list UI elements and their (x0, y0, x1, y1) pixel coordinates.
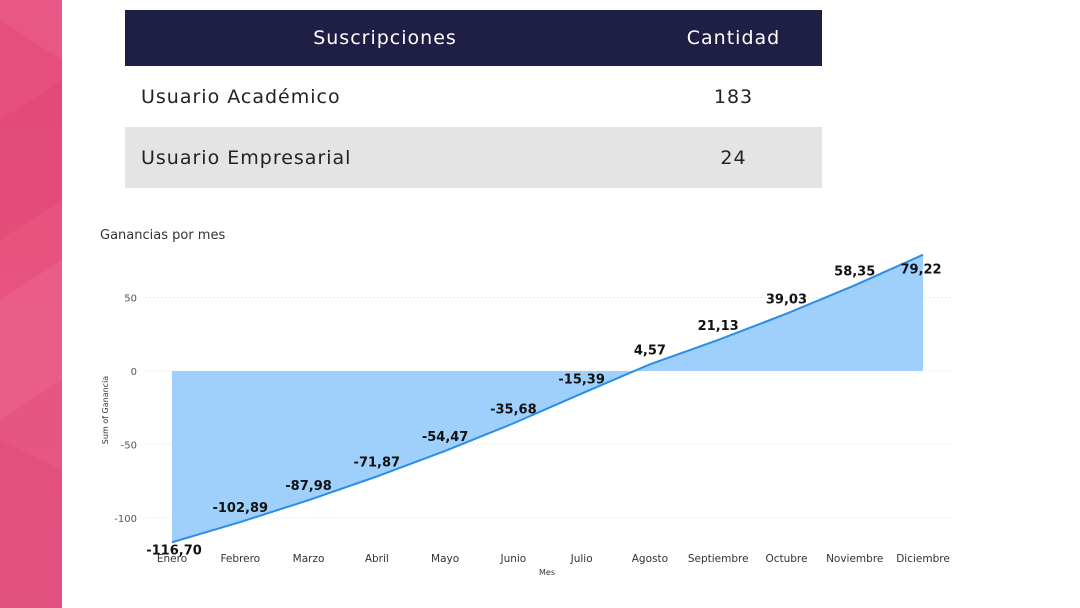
data-label: -87,98 (285, 479, 332, 494)
column-header-cantidad: Cantidad (645, 10, 822, 66)
x-tick-label: Mayo (431, 553, 459, 565)
row-value-cell: 24 (645, 127, 822, 188)
profit-area-chart: 50 0 -50 -100 Enero Febrero Marzo Abril Mayo Juni… (101, 253, 952, 577)
x-tick-label: Diciembre (896, 553, 950, 565)
row-name-cell: Usuario Empresarial (125, 127, 645, 188)
area-fill (172, 254, 923, 543)
decorative-side-strip (0, 0, 62, 608)
data-label: -116,70 (146, 543, 202, 558)
subscriptions-table: Suscripciones Cantidad Usuario Académico… (125, 10, 822, 188)
y-axis-title: Sum of Ganancia (101, 376, 110, 445)
data-label: 79,22 (900, 263, 941, 278)
data-label: 39,03 (766, 293, 807, 308)
table-row: Usuario Empresarial 24 (125, 127, 822, 188)
x-tick-label: Enero (157, 553, 187, 565)
table-row: Usuario Académico 183 (125, 66, 822, 127)
data-label: -54,47 (422, 430, 469, 445)
area-layer (171, 253, 924, 544)
row-value-cell: 183 (713, 85, 754, 108)
x-tick-label: Febrero (220, 553, 260, 565)
x-tick-label: Julio (570, 553, 593, 565)
data-label: 58,35 (834, 264, 875, 279)
tick-layer: 50 0 -50 -100 Enero Febrero Marzo Abril Mayo Juni… (114, 294, 950, 565)
data-label: 21,13 (698, 319, 739, 334)
data-label: -71,87 (354, 456, 401, 471)
table-header-row: Suscripciones Cantidad (125, 10, 822, 66)
x-tick-label: Octubre (765, 553, 807, 565)
series-line (171, 253, 924, 544)
y-tick-label: 50 (124, 294, 137, 305)
x-tick-label: Septiembre (688, 553, 749, 565)
x-tick-label: Agosto (632, 553, 668, 565)
x-tick-label: Noviembre (826, 553, 883, 565)
label-layer: -116,70 -102,89 -87,98 -71,87 -54,47 -35,68 -1… (146, 263, 941, 559)
x-tick-label: Junio (499, 553, 526, 565)
row-name-cell: Usuario Académico (141, 85, 341, 108)
x-tick-label: Marzo (293, 553, 325, 565)
column-header-suscripciones: Suscripciones (125, 10, 645, 66)
x-axis-title: Mes (539, 568, 555, 577)
data-label: -15,39 (558, 373, 605, 388)
data-label: -35,68 (490, 402, 537, 417)
y-tick-label: -50 (121, 440, 137, 451)
x-tick-label: Abril (365, 553, 389, 565)
y-tick-label: 0 (131, 367, 137, 378)
data-label: -102,89 (212, 501, 268, 516)
chart-title: Ganancias por mes (100, 228, 226, 243)
data-label: 4,57 (634, 343, 666, 358)
y-tick-label: -100 (114, 514, 137, 525)
